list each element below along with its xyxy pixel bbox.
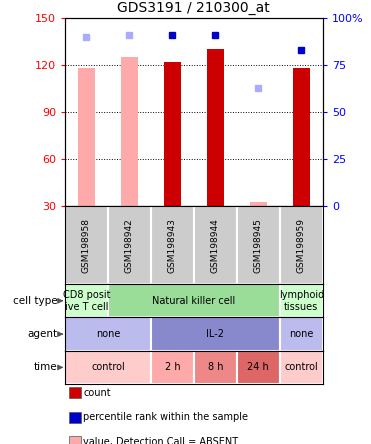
- Text: value, Detection Call = ABSENT: value, Detection Call = ABSENT: [83, 437, 239, 444]
- Text: percentile rank within the sample: percentile rank within the sample: [83, 412, 249, 422]
- Text: GSM198942: GSM198942: [125, 218, 134, 273]
- Bar: [237, 351, 280, 384]
- Title: GDS3191 / 210300_at: GDS3191 / 210300_at: [118, 1, 270, 16]
- Text: control: control: [91, 362, 125, 373]
- Text: GSM198944: GSM198944: [211, 218, 220, 273]
- Text: agent: agent: [27, 329, 57, 339]
- Text: Natural killer cell: Natural killer cell: [152, 296, 236, 306]
- Text: none: none: [289, 329, 313, 339]
- Bar: [164, 62, 181, 206]
- Text: GSM198958: GSM198958: [82, 218, 91, 273]
- Bar: [151, 206, 194, 284]
- Bar: [65, 351, 151, 384]
- Bar: [78, 68, 95, 206]
- Bar: [65, 317, 151, 351]
- Bar: [194, 351, 237, 384]
- Text: time: time: [33, 362, 57, 373]
- Text: 8 h: 8 h: [208, 362, 223, 373]
- Text: CD8 posit
ive T cell: CD8 posit ive T cell: [63, 290, 110, 312]
- Text: lymphoid
tissues: lymphoid tissues: [279, 290, 324, 312]
- Text: GSM198959: GSM198959: [297, 218, 306, 273]
- Text: 24 h: 24 h: [247, 362, 269, 373]
- Text: count: count: [83, 388, 111, 398]
- Bar: [108, 284, 280, 317]
- Text: 2 h: 2 h: [165, 362, 180, 373]
- Bar: [65, 284, 108, 317]
- Bar: [65, 206, 108, 284]
- Bar: [280, 284, 323, 317]
- Bar: [108, 206, 151, 284]
- Text: none: none: [96, 329, 120, 339]
- Bar: [151, 317, 280, 351]
- Bar: [280, 206, 323, 284]
- Text: cell type: cell type: [13, 296, 57, 306]
- Bar: [207, 49, 224, 206]
- Bar: [280, 317, 323, 351]
- Text: GSM198945: GSM198945: [254, 218, 263, 273]
- Bar: [250, 202, 267, 206]
- Text: control: control: [285, 362, 318, 373]
- Bar: [194, 206, 237, 284]
- Bar: [293, 68, 310, 206]
- Bar: [237, 206, 280, 284]
- Text: GSM198943: GSM198943: [168, 218, 177, 273]
- Bar: [151, 351, 194, 384]
- Text: IL-2: IL-2: [206, 329, 224, 339]
- Bar: [280, 351, 323, 384]
- Bar: [121, 57, 138, 206]
